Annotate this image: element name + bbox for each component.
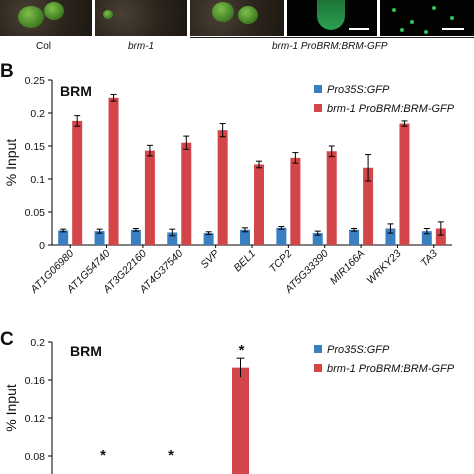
legend-label: Pro35S:GFP xyxy=(327,84,390,96)
bar-brm-gfp xyxy=(181,142,192,245)
y-tick-label: 0.16 xyxy=(25,375,46,387)
y-tick-label: 0.05 xyxy=(25,207,46,219)
y-axis-title: % Input xyxy=(3,384,19,432)
photo-col xyxy=(0,0,92,36)
seedling-leaf xyxy=(18,6,44,28)
photo-brm1 xyxy=(95,0,187,36)
bar-brm-gfp xyxy=(254,164,264,245)
bar-gfp xyxy=(94,231,105,245)
gfp-nucleus xyxy=(450,16,454,20)
gfp-root-tissue xyxy=(317,0,345,30)
y-tick-label: 0.08 xyxy=(25,451,46,463)
y-tick-label: 0.15 xyxy=(25,141,46,153)
gfp-nucleus xyxy=(424,30,428,34)
significance-star: * xyxy=(239,342,245,359)
y-tick-label: 0.12 xyxy=(25,413,46,425)
gfp-nucleus xyxy=(432,6,436,10)
bar-brm-gfp xyxy=(217,130,228,245)
bar-gfp xyxy=(349,229,360,245)
x-tick-label: SVP xyxy=(198,248,221,271)
gfp-nucleus xyxy=(392,8,396,12)
bar-brm-gfp xyxy=(72,120,83,245)
x-tick-label: MIR166A xyxy=(328,248,367,287)
bar-gfp xyxy=(130,229,141,245)
bar-brm-gfp xyxy=(108,97,119,245)
genotype-label-col: Col xyxy=(36,41,52,52)
bar-brm-gfp xyxy=(399,123,410,245)
gfp-nucleus xyxy=(410,20,414,24)
bar-brm-gfp xyxy=(326,151,337,245)
seedling-leaf xyxy=(238,6,258,24)
legend-swatch xyxy=(314,345,322,353)
y-tick-label: 0.2 xyxy=(30,108,45,120)
legend-label: Pro35S:GFP xyxy=(327,344,390,356)
y-tick-label: 0.2 xyxy=(30,337,45,349)
y-tick-label: 0.1 xyxy=(30,174,45,186)
significance-star: * xyxy=(100,447,106,464)
genotype-label-complemented: brm-1 ProBRM:BRM-GFP xyxy=(272,41,388,52)
bar-gfp xyxy=(385,228,396,245)
legend-swatch xyxy=(314,364,322,372)
seedling-leaf xyxy=(212,2,234,22)
bar-gfp xyxy=(203,233,214,245)
genotype-bracket xyxy=(190,37,474,38)
x-tick-label: WRKY23 xyxy=(365,248,404,287)
seedling-leaf xyxy=(103,10,113,19)
bar-gfp xyxy=(58,230,69,245)
bar-gfp xyxy=(240,229,250,245)
chart-b: 00.050.10.150.20.25% InputBRMAT1G06980AT… xyxy=(3,75,455,296)
bar-gfp xyxy=(312,233,323,245)
x-tick-label: TCP2 xyxy=(267,248,295,276)
scale-bar xyxy=(442,28,464,30)
photo-gfp-nuclei xyxy=(380,0,474,36)
chart-c: 0.08 0.12 0.16 0.2 % Input BRM Pro35S:GFP brm-1… xyxy=(3,337,455,474)
bar-brm-gfp xyxy=(363,167,374,245)
significance-star: * xyxy=(168,447,174,464)
bar-gfp xyxy=(167,232,178,245)
x-tick-label: BEL1 xyxy=(231,248,258,275)
x-tick-label: TA3 xyxy=(418,248,440,270)
bar-brm-gfp xyxy=(290,157,301,245)
bar-gfp xyxy=(421,231,432,245)
gfp-nucleus xyxy=(400,28,404,32)
chart-title: BRM xyxy=(60,83,92,99)
photo-gfp-root xyxy=(287,0,377,36)
seedling-leaf xyxy=(44,2,64,20)
bar-brm-gfp xyxy=(435,228,446,245)
legend-swatch xyxy=(314,104,322,112)
bar-gfp xyxy=(276,227,287,245)
panel-letter-b: B xyxy=(0,61,14,82)
panel-letter-c: C xyxy=(0,329,14,350)
photo-complemented xyxy=(190,0,284,36)
scale-bar xyxy=(349,28,369,30)
y-axis-title: % Input xyxy=(3,139,19,187)
genotype-label-brm1: brm-1 xyxy=(128,41,155,52)
bar-brm-gfp xyxy=(144,150,155,245)
legend-label: brm-1 ProBRM:BRM-GFP xyxy=(327,103,455,115)
chart-title: BRM xyxy=(70,343,102,359)
y-tick-label: 0.25 xyxy=(25,75,46,87)
y-tick-label: 0 xyxy=(39,240,45,252)
bar-brm-gfp xyxy=(232,367,249,474)
legend-label: brm-1 ProBRM:BRM-GFP xyxy=(327,363,455,375)
legend-swatch xyxy=(314,85,322,93)
